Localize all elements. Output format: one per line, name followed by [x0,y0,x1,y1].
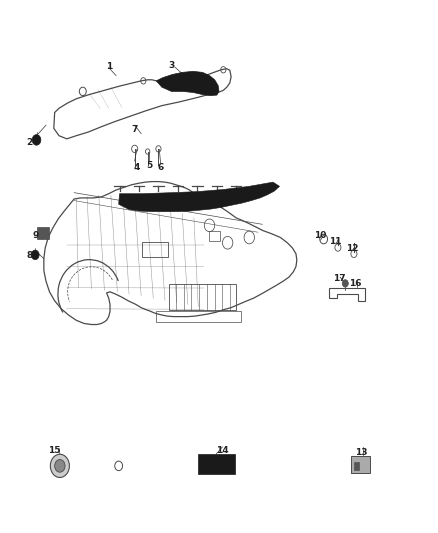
Text: 14: 14 [216,446,229,455]
Text: 11: 11 [328,237,341,246]
Text: 1: 1 [106,62,112,70]
Circle shape [32,250,39,260]
Text: 12: 12 [346,244,358,253]
Bar [354,462,359,470]
Bar [169,285,236,310]
Text: 7: 7 [131,125,138,134]
Bar [142,242,168,257]
Text: 8: 8 [26,252,33,261]
Circle shape [32,135,41,145]
Text: 15: 15 [49,446,61,455]
Polygon shape [119,182,279,212]
Text: 17: 17 [333,273,346,282]
Text: 5: 5 [146,161,152,169]
Circle shape [50,454,69,478]
Circle shape [55,459,65,472]
Polygon shape [156,71,219,95]
Text: 16: 16 [349,279,361,288]
Text: 2: 2 [26,138,33,147]
Text: 4: 4 [134,163,140,172]
Text: 10: 10 [314,231,327,240]
Bar [198,454,235,474]
Bar [156,311,240,322]
Circle shape [342,280,348,287]
Text: 6: 6 [158,163,164,172]
Text: 3: 3 [168,61,175,69]
FancyBboxPatch shape [37,227,49,239]
Bar [351,456,371,473]
Text: 9: 9 [32,231,39,240]
Text: 13: 13 [356,448,368,457]
Bar [209,231,220,241]
